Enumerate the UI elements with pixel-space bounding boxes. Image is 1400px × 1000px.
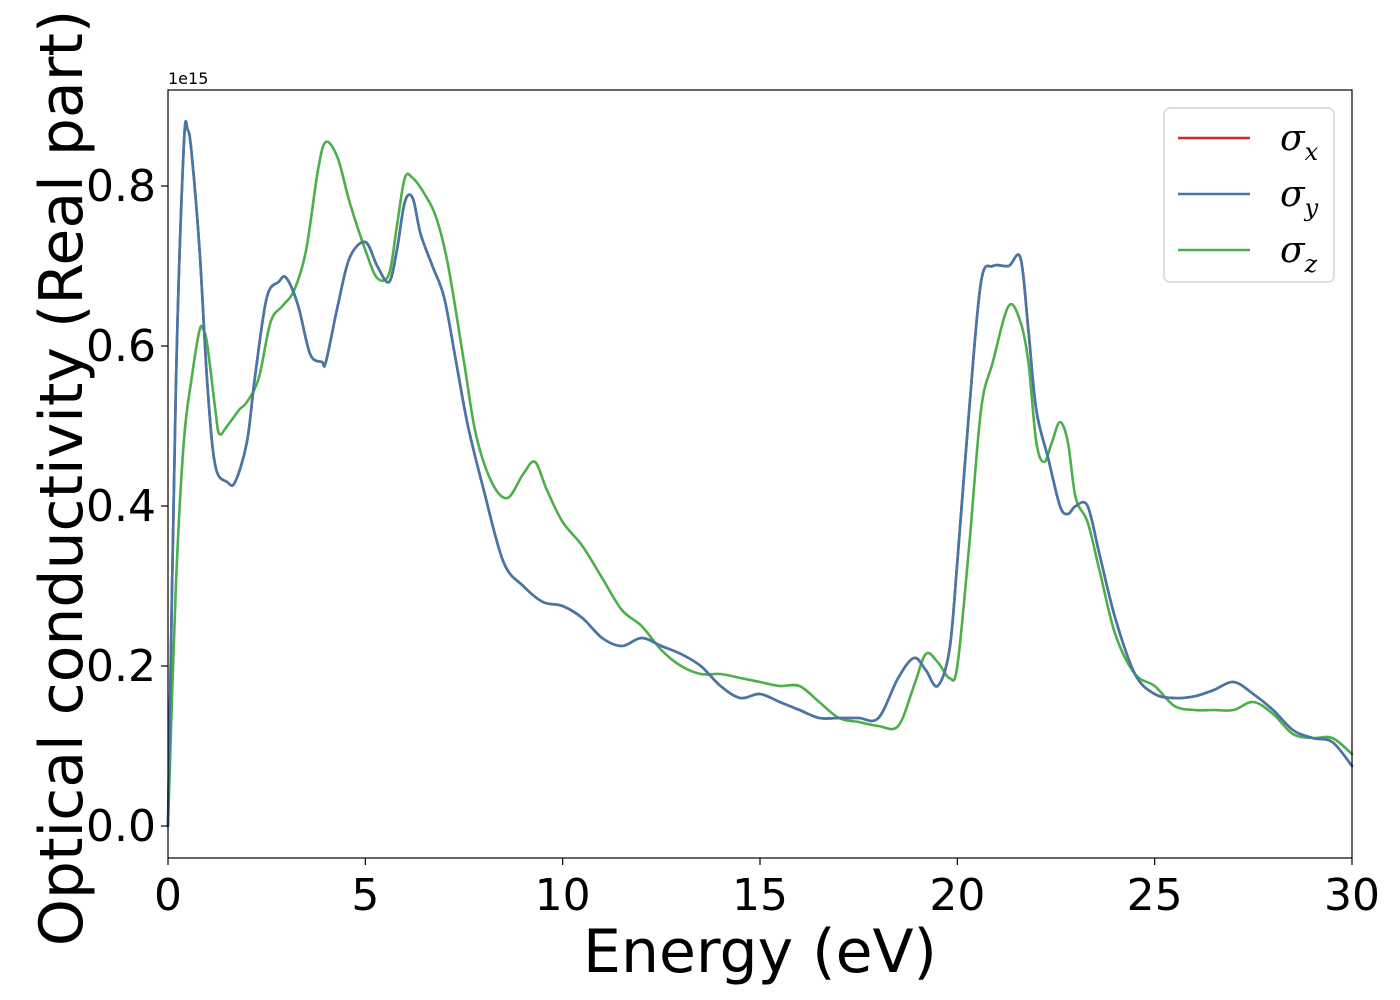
legend-label-y: σy [1280,174,1319,222]
y-axis-label: Optical conductivity (Real part) [27,10,97,947]
series-line-y [166,120,1354,828]
y-offset-label: 1e15 [168,69,208,88]
legend: σx σy σz [1163,107,1335,283]
y-axis: 0.0 0.2 0.4 0.6 0.8 [86,161,168,852]
x-tick-label: 5 [351,870,379,921]
x-tick-label: 15 [732,870,788,921]
x-tick-label: 20 [929,870,985,921]
x-tick-label: 0 [154,870,182,921]
y-tick-label: 0.8 [86,161,156,212]
x-tick-label: 30 [1324,870,1380,921]
legend-label-x: σx [1280,118,1319,166]
x-axis: 0 5 10 15 20 25 30 [154,858,1380,921]
x-tick-label: 25 [1127,870,1183,921]
legend-label-z: σz [1280,230,1318,278]
y-tick-label: 0.4 [86,481,156,532]
x-axis-label: Energy (eV) [583,917,937,987]
y-tick-label: 0.0 [86,801,156,852]
y-tick-label: 0.2 [86,641,156,692]
x-tick-label: 10 [535,870,591,921]
y-tick-label: 0.6 [86,321,156,372]
plot-lines [166,120,1354,828]
